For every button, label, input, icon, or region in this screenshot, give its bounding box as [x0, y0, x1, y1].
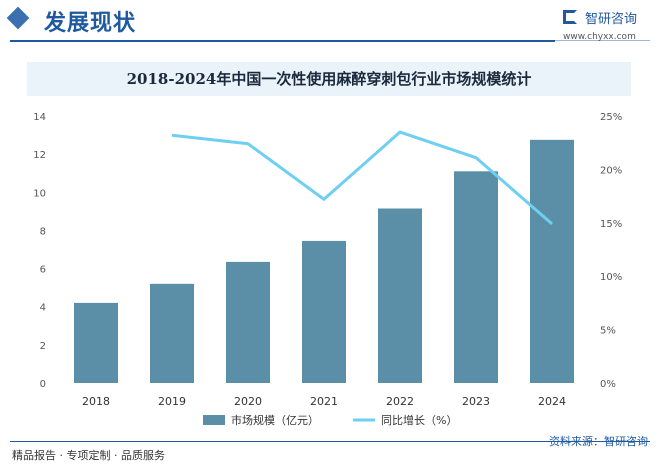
left-axis-tick-label: 14 — [33, 112, 46, 123]
bar — [302, 240, 346, 383]
left-axis-tick-label: 10 — [33, 188, 46, 199]
x-axis-tick-label: 2020 — [234, 395, 262, 408]
x-axis-tick-label: 2018 — [82, 395, 110, 408]
footer-tagline: 精品报告 · 专项定制 · 品质服务 — [12, 449, 165, 462]
right-axis-tick-label: 25% — [600, 112, 622, 123]
right-axis-tick-label: 15% — [600, 219, 622, 230]
right-axis-tick-label: 10% — [600, 272, 622, 283]
logo-name: 智研咨询 — [585, 12, 638, 27]
footer-source: 资料来源：智研咨询 — [549, 435, 648, 448]
legend-label-line: 同比增长（%） — [381, 413, 457, 427]
page-title: 发展现状 — [44, 11, 137, 36]
right-axis-tick-label: 20% — [600, 165, 622, 176]
bar — [74, 302, 118, 383]
x-axis-tick-label: 2019 — [158, 395, 186, 408]
left-axis-tick-label: 8 — [40, 226, 46, 237]
left-axis-tick-label: 12 — [33, 150, 46, 161]
left-axis-tick-label: 0 — [40, 379, 46, 390]
left-axis-tick-label: 2 — [40, 341, 46, 352]
x-axis-tick-label: 2024 — [538, 395, 566, 408]
logo-icon — [563, 10, 577, 24]
bar — [226, 261, 270, 383]
x-axis-tick-label: 2022 — [386, 395, 414, 408]
growth-line — [171, 130, 553, 225]
left-axis-tick-label: 6 — [40, 265, 46, 276]
chart-title-band: 2018-2024年中国一次性使用麻醉穿刺包行业市场规模统计 — [27, 62, 631, 96]
logo-url: www.chyxx.com — [563, 32, 636, 42]
right-axis-tick-label: 0% — [600, 379, 616, 390]
legend-label-bar: 市场规模（亿元） — [231, 413, 319, 427]
footer-divider — [10, 441, 650, 442]
x-axis-tick-label: 2023 — [462, 395, 490, 408]
legend-swatch-bar — [203, 415, 225, 425]
header-divider-thin — [555, 40, 650, 41]
left-axis-tick-label: 4 — [40, 303, 46, 314]
x-axis-tick-label: 2021 — [310, 395, 338, 408]
right-axis-tick-label: 5% — [600, 326, 616, 337]
bar — [378, 208, 422, 383]
header-divider — [10, 40, 555, 42]
bar — [150, 283, 194, 383]
header: 发展现状 智研咨询 www.chyxx.com — [0, 0, 660, 46]
bar — [454, 171, 498, 383]
bar — [530, 139, 574, 383]
chart-title: 2018-2024年中国一次性使用麻醉穿刺包行业市场规模统计 — [126, 70, 532, 88]
